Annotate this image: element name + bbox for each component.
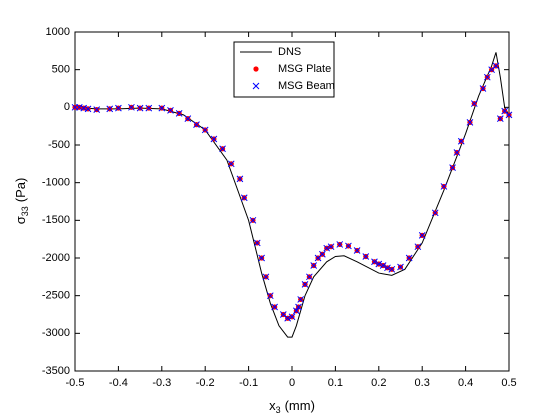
x-tick-label: 0.4: [458, 377, 473, 389]
beam-point: [319, 250, 326, 258]
beam-point: [210, 135, 218, 143]
y-tick-label: -2500: [42, 290, 70, 302]
beam-point: [470, 100, 478, 107]
x-tick-label: 0.5: [501, 377, 516, 389]
beam-point: [253, 239, 261, 247]
x-tick-label: -0.5: [66, 377, 85, 389]
beam-point: [388, 265, 396, 273]
beam-point: [115, 104, 122, 112]
y-tick-label: -1500: [42, 214, 70, 226]
x-label-unit: (mm): [285, 398, 315, 413]
y-label-symbol: σ: [13, 216, 28, 224]
beam-point: [397, 263, 404, 271]
beam-point: [271, 303, 278, 311]
plot-frame: [74, 31, 510, 372]
beam-point: [227, 160, 235, 168]
legend-label: MSG Beam: [278, 80, 335, 92]
x-tick-label: 0.3: [415, 377, 430, 389]
x-tick-label: 0: [289, 377, 295, 389]
beam-point: [284, 314, 292, 322]
beam-point: [505, 111, 513, 119]
y-tick-label: -2000: [42, 252, 70, 264]
x-tick-label: -0.2: [196, 377, 215, 389]
legend-label: MSG Plate: [278, 63, 331, 75]
y-tick-label: 0: [64, 101, 70, 113]
y-label-unit: (Pa): [13, 178, 28, 203]
beam-point: [310, 262, 318, 269]
beam-point: [219, 145, 226, 153]
x-axis-label: x3 (mm): [269, 398, 315, 415]
beam-point: [384, 264, 391, 272]
beam-point: [145, 104, 153, 112]
beam-point: [492, 62, 500, 70]
y-label-subscript: 33: [20, 206, 30, 216]
beam-point: [453, 149, 461, 156]
x-tick-label: -0.4: [109, 377, 128, 389]
beam-point: [249, 216, 257, 224]
y-tick-label: -500: [48, 139, 70, 151]
beam-point: [457, 137, 465, 145]
beam-point: [184, 115, 192, 122]
legend-label: DNS: [278, 46, 301, 58]
beam-point: [175, 110, 183, 117]
beam-point: [405, 254, 413, 262]
beam-point: [327, 243, 335, 251]
x-label-symbol: x: [269, 398, 276, 413]
beam-point: [262, 273, 270, 281]
beam-point: [240, 194, 248, 202]
x-tick-label: 0.2: [371, 377, 386, 389]
y-axis-label: σ33 (Pa): [13, 178, 30, 225]
legend-swatch: [253, 66, 259, 72]
legend-swatch: [252, 82, 260, 90]
y-tick-label: 500: [52, 64, 70, 76]
beam-point: [345, 242, 352, 250]
beam-point: [353, 247, 361, 254]
beam-point: [336, 241, 344, 248]
beam-point: [483, 73, 491, 81]
beam-point: [379, 262, 387, 269]
beam-point: [362, 253, 370, 260]
x-tick-label: -0.3: [152, 377, 171, 389]
y-tick-label: -3500: [42, 365, 70, 377]
x-tick-label: -0.1: [239, 377, 258, 389]
beam-point: [84, 105, 92, 113]
beam-point: [466, 119, 474, 126]
dns-line: [74, 52, 510, 338]
beam-point: [323, 244, 331, 252]
beam-point: [106, 105, 114, 113]
beam-point: [236, 175, 244, 183]
beam-point: [418, 232, 426, 239]
beam-point: [136, 104, 144, 112]
beam-point: [306, 273, 313, 281]
x-label-subscript: 3: [276, 405, 281, 415]
beam-point: [371, 258, 378, 266]
beam-point: [431, 209, 439, 217]
beam-point: [292, 307, 300, 315]
x-tick-label: 0.1: [328, 377, 343, 389]
beam-point: [93, 106, 101, 113]
beam-point: [414, 243, 422, 251]
beam-point: [440, 183, 448, 190]
beam-point: [258, 254, 265, 262]
beam-point: [297, 296, 305, 303]
y-tick-label: -1000: [42, 177, 70, 189]
beam-point: [128, 103, 135, 111]
beam-point: [201, 126, 209, 134]
beam-point: [375, 260, 383, 268]
beam-point: [288, 313, 296, 321]
beam-point: [158, 104, 166, 112]
beam-point: [496, 115, 504, 122]
beam-point: [301, 281, 309, 288]
beam-point: [449, 164, 456, 171]
beam-point: [479, 85, 487, 92]
y-tick-label: 1000: [46, 26, 70, 38]
y-tick-label: -3000: [42, 327, 70, 339]
beam-point: [295, 303, 302, 311]
beam-point: [266, 292, 274, 300]
beam-point: [193, 121, 200, 129]
legend-box: [233, 41, 335, 98]
beam-point: [167, 106, 174, 114]
